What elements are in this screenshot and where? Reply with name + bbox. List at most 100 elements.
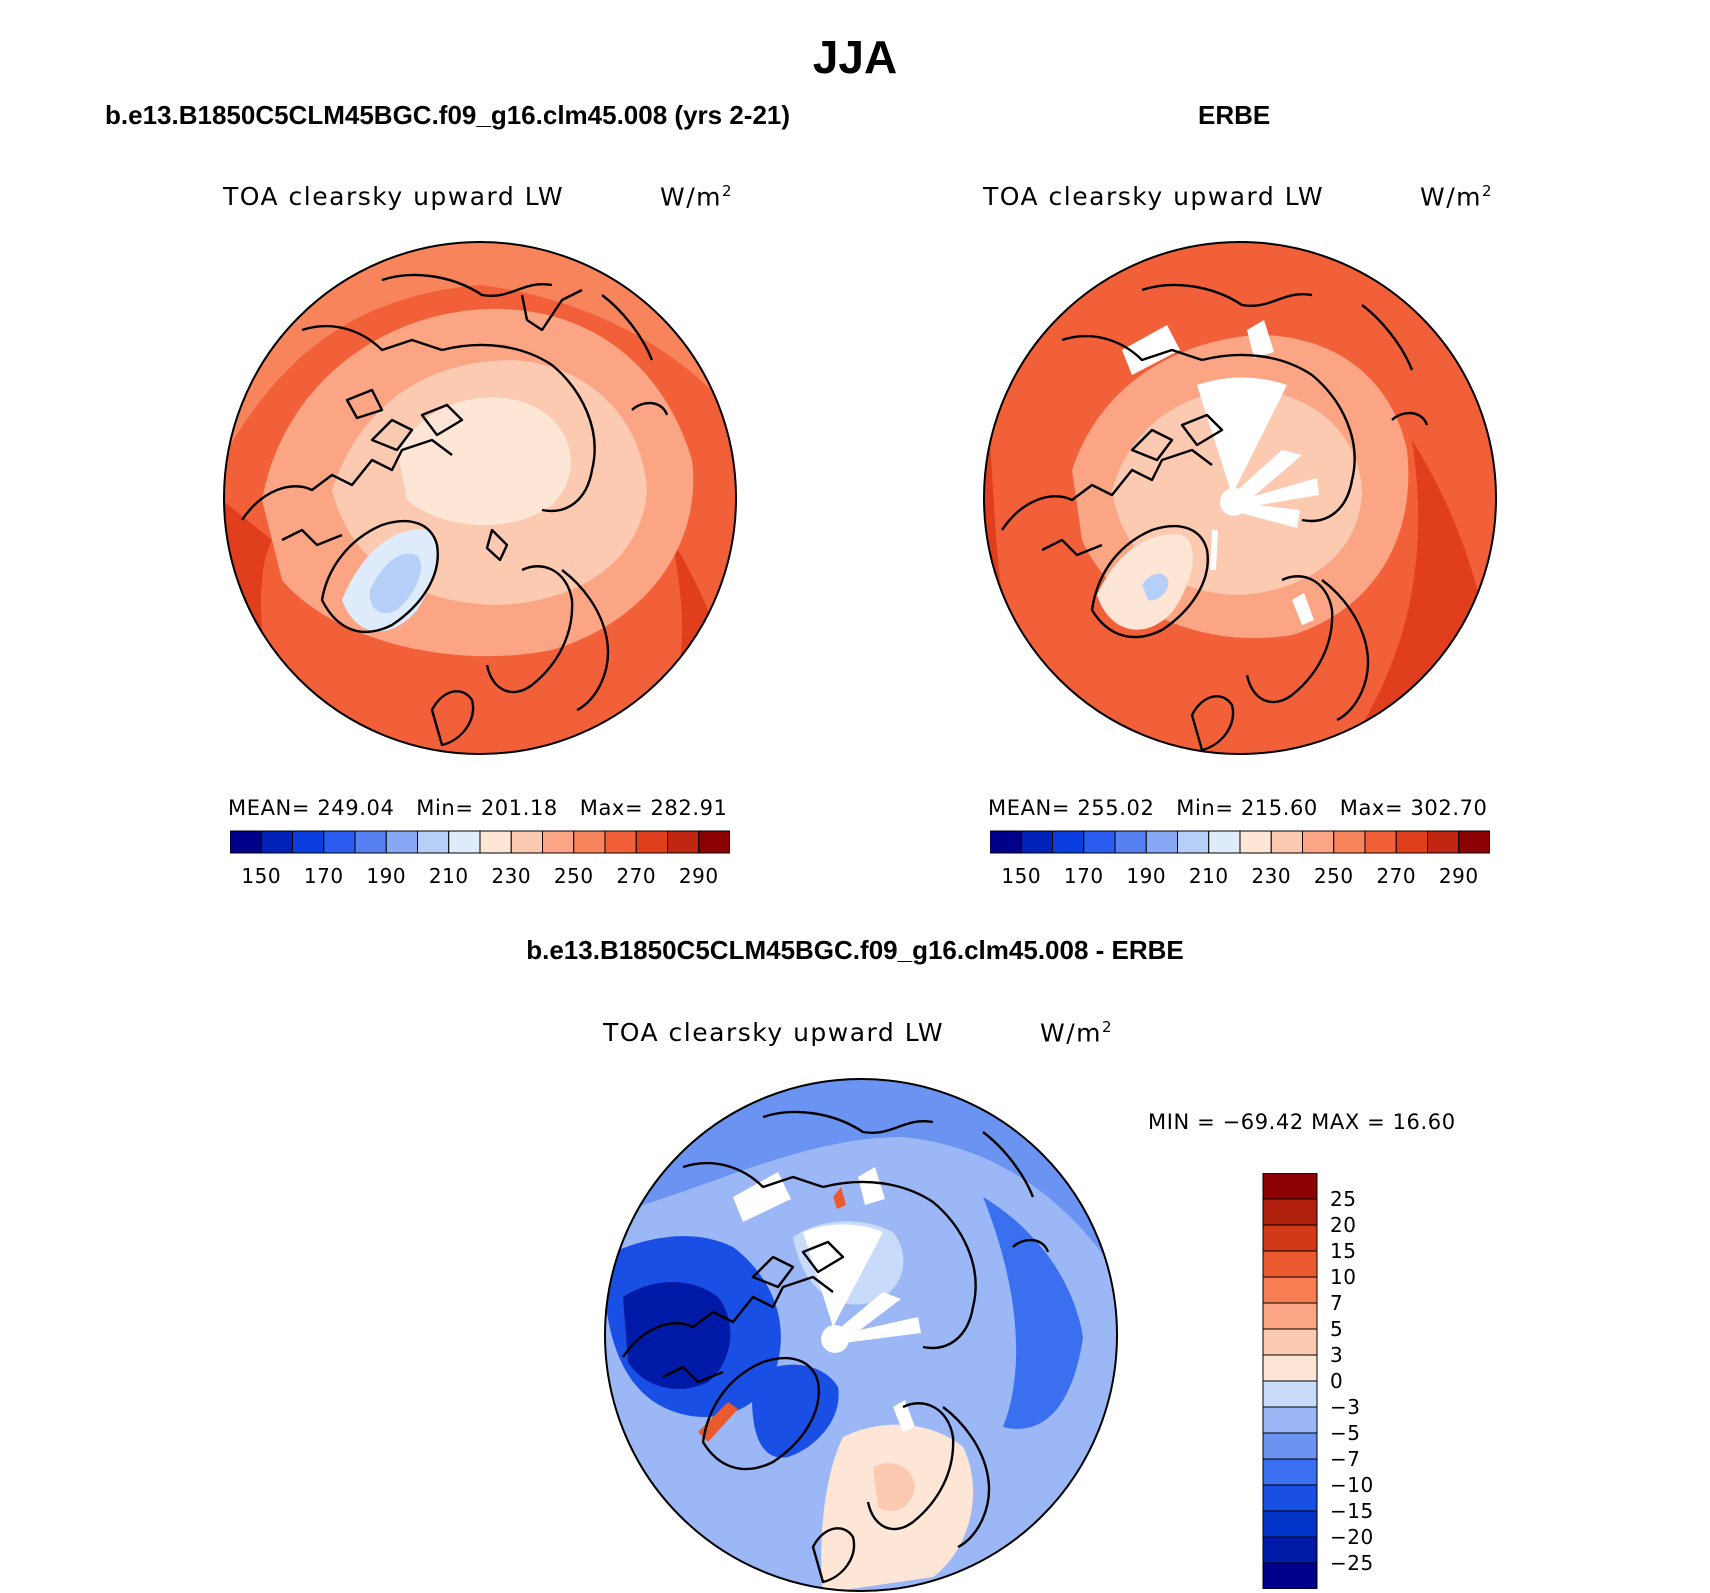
colorbar-swatch (1427, 830, 1460, 854)
colorbar-tick-label: −20 (1330, 1525, 1374, 1549)
panel-1-title: b.e13.B1850C5CLM45BGC.f09_g16.clm45.008 … (105, 100, 791, 130)
panel-2-stats: MEAN= 255.02 Min= 215.60 Max= 302.70 (988, 796, 1488, 820)
colorbar-swatch (1364, 830, 1397, 854)
colorbar-tick-label: 20 (1330, 1213, 1357, 1237)
colorbar-swatch (1333, 830, 1366, 854)
panel-3-colorbar-labels: 25 20 15 10 7 5 3 0 −3 −5 −7 −10 −15 −20 −25 (1326, 1173, 1406, 1589)
panel-2-colorbar (990, 830, 1490, 854)
colorbar-swatch (1239, 830, 1272, 854)
colorbar-swatch (230, 830, 262, 854)
colorbar-tick-label: 210 (428, 864, 469, 888)
colorbar-swatch (260, 830, 293, 854)
missing-data (733, 1167, 921, 1432)
colorbar-tick-label: −25 (1330, 1551, 1374, 1575)
colorbar-tick-label: 290 (678, 864, 719, 888)
diff-field--7 (605, 1079, 1117, 1277)
colorbar-swatch (510, 830, 543, 854)
colorbar-swatch (1262, 1250, 1318, 1278)
panel-1-colorbar-labels: 150 170 190 210 230 250 270 290 (230, 864, 730, 890)
colorbar-tick-label: 290 (1438, 864, 1479, 888)
field-210 (369, 553, 421, 614)
colorbar-tick-label: −5 (1330, 1421, 1361, 1445)
colorbar-tick-label: −15 (1330, 1499, 1374, 1523)
colorbar-tick-label: 10 (1330, 1265, 1357, 1289)
panel-3-title: b.e13.B1850C5CLM45BGC.f09_g16.clm45.008 … (526, 935, 1184, 965)
colorbar-swatch (1262, 1302, 1318, 1330)
panel-2-title: ERBE (1198, 100, 1271, 130)
colorbar-swatch (1262, 1198, 1318, 1226)
colorbar-tick-label: −10 (1330, 1473, 1374, 1497)
colorbar-tick-label: 0 (1330, 1369, 1344, 1393)
colorbar-swatch (1262, 1562, 1318, 1589)
colorbar-swatch (542, 830, 575, 854)
colorbar-tick-label: −7 (1330, 1447, 1361, 1471)
colorbar-swatch (1262, 1406, 1318, 1434)
panel-3-colorbar (1262, 1173, 1318, 1589)
colorbar-swatch (573, 830, 606, 854)
panel-3-units-label: W/m2 (1040, 1018, 1114, 1048)
colorbar-swatch (1114, 830, 1147, 854)
colorbar-tick-label: 150 (1001, 864, 1042, 888)
colorbar-swatch (1052, 830, 1085, 854)
colorbar-swatch (1395, 830, 1428, 854)
panel-2-map (983, 241, 1497, 755)
colorbar-swatch (1083, 830, 1116, 854)
colorbar-tick-label: 230 (491, 864, 532, 888)
panel-1-units-label: W/m2 (660, 182, 734, 212)
colorbar-tick-label: 190 (1126, 864, 1167, 888)
field-230 (397, 397, 571, 526)
diff-field-positive-anomaly (698, 1402, 738, 1442)
colorbar-swatch (448, 830, 481, 854)
main-title: JJA (812, 31, 898, 83)
colorbar-swatch (1262, 1484, 1318, 1512)
colorbar-swatch (1020, 830, 1053, 854)
colorbar-swatch (1262, 1224, 1318, 1252)
colorbar-swatch (417, 830, 450, 854)
diff-field--20 (623, 1282, 731, 1390)
colorbar-swatch (479, 830, 512, 854)
diff-field-positive-anomaly-2 (833, 1187, 846, 1209)
panel-2-colorbar-labels: 150 170 190 210 230 250 270 290 (990, 864, 1490, 890)
colorbar-swatch (990, 830, 1022, 854)
colorbar-tick-label: 170 (1063, 864, 1104, 888)
colorbar-tick-label: 7 (1330, 1291, 1344, 1315)
colorbar-swatch (635, 830, 668, 854)
colorbar-tick-label: −3 (1330, 1395, 1361, 1419)
panel-2-variable-label: TOA clearsky upward LW (983, 182, 1325, 211)
missing-data (1122, 320, 1319, 625)
colorbar-swatch (354, 830, 387, 854)
colorbar-tick-label: 170 (303, 864, 344, 888)
colorbar-swatch (1145, 830, 1178, 854)
colorbar-swatch (698, 830, 730, 854)
panel-3-minmax: MIN = −69.42 MAX = 16.60 (1148, 1110, 1456, 1134)
colorbar-tick-label: 150 (241, 864, 282, 888)
panel-1-colorbar (230, 830, 730, 854)
colorbar-swatch (1177, 830, 1210, 854)
colorbar-swatch (1262, 1276, 1318, 1304)
colorbar-swatch (1262, 1173, 1318, 1200)
diff-field-3 (873, 1463, 915, 1511)
colorbar-swatch (1302, 830, 1335, 854)
panel-1-stats: MEAN= 249.04 Min= 201.18 Max= 282.91 (228, 796, 728, 820)
colorbar-swatch (1262, 1328, 1318, 1356)
colorbar-swatch (1262, 1536, 1318, 1564)
colorbar-tick-label: 15 (1330, 1239, 1357, 1263)
panel-2-units-label: W/m2 (1420, 182, 1494, 212)
panel-3-map (604, 1078, 1118, 1592)
colorbar-swatch (1262, 1458, 1318, 1486)
field-260 (224, 242, 736, 460)
colorbar-tick-label: 270 (1376, 864, 1417, 888)
panel-1-variable-label: TOA clearsky upward LW (223, 182, 565, 211)
colorbar-tick-label: 250 (553, 864, 594, 888)
colorbar-tick-label: 3 (1330, 1343, 1344, 1367)
colorbar-tick-label: 25 (1330, 1187, 1357, 1211)
colorbar-swatch (1270, 830, 1303, 854)
colorbar-swatch (385, 830, 418, 854)
colorbar-swatch (323, 830, 356, 854)
colorbar-tick-label: 250 (1313, 864, 1354, 888)
field-215 (1142, 573, 1169, 601)
colorbar-swatch (1458, 830, 1490, 854)
colorbar-swatch (1262, 1510, 1318, 1538)
colorbar-swatch (1208, 830, 1241, 854)
panel-1-map (223, 241, 737, 755)
